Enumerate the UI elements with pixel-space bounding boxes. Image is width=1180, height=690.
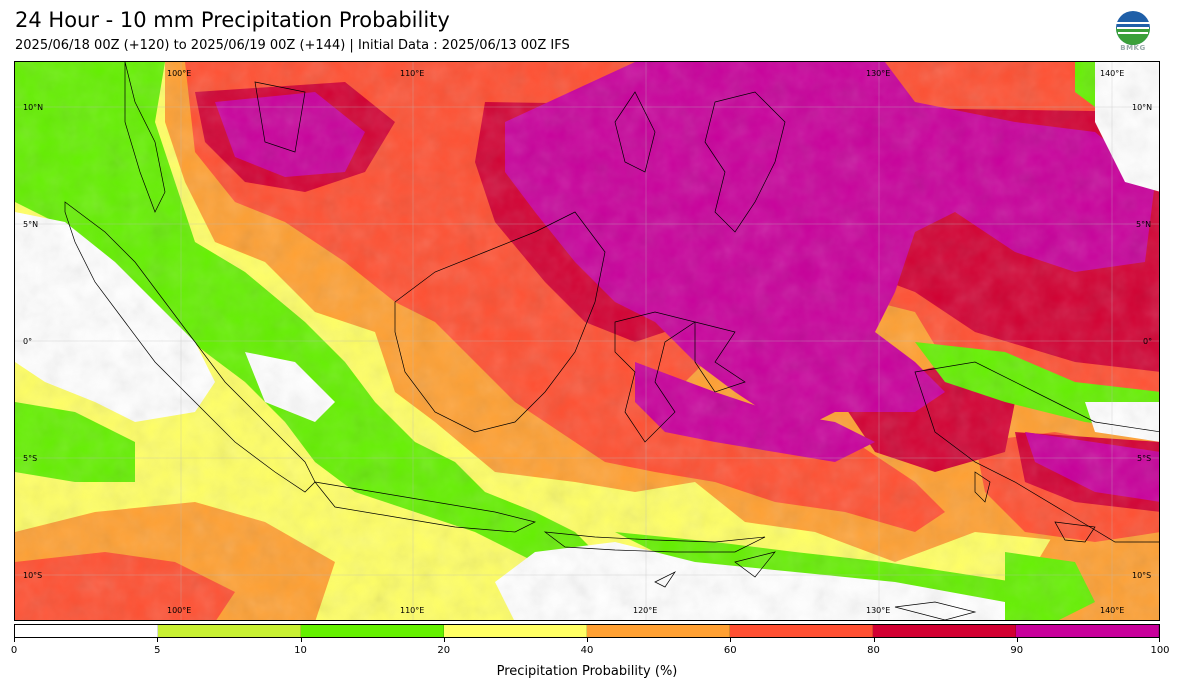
lon-label-top-140e: 140°E <box>1100 69 1125 78</box>
colorbar-tick <box>730 638 732 642</box>
graticule <box>15 62 1159 620</box>
colorbar-segment <box>444 625 587 637</box>
colorbar-tick <box>300 638 302 642</box>
lat-label-left-10s: 10°S <box>23 571 43 580</box>
lon-label-bottom-120e: 120°E <box>633 606 658 615</box>
colorbar-tick-label: 20 <box>437 645 451 656</box>
logo-text: BMKG <box>1120 44 1146 52</box>
colorbar <box>14 624 1160 638</box>
coastlines <box>64 62 1159 620</box>
lat-label-left-5s: 5°S <box>23 454 38 463</box>
map-title: 24 Hour - 10 mm Precipitation Probabilit… <box>15 8 450 32</box>
lat-label-left-5n: 5°N <box>23 220 39 229</box>
colorbar-tick <box>587 638 588 642</box>
lat-label-left-0: 0° <box>23 337 33 346</box>
lat-label-right-10s: 10°S <box>1132 571 1152 580</box>
colorbar-segment <box>15 625 158 637</box>
probability-field <box>15 62 1159 620</box>
lat-label-right-0: 0° <box>1143 337 1153 346</box>
colorbar-tick-label: 60 <box>723 645 737 656</box>
colorbar-tick-label: 5 <box>154 645 161 656</box>
bmkg-logo <box>1116 11 1150 45</box>
lon-label-bottom-100e: 100°E <box>167 606 192 615</box>
colorbar-tick <box>157 638 159 642</box>
colorbar-tick-label: 40 <box>580 645 594 656</box>
colorbar-segment <box>587 625 730 637</box>
colorbar-tick-label: 90 <box>1010 645 1024 656</box>
colorbar-tick <box>1016 638 1018 642</box>
colorbar-tick-label: 0 <box>10 645 18 656</box>
colorbar-title-text: Precipitation Probability (%) <box>496 664 678 679</box>
colorbar-segment <box>873 625 1016 637</box>
precipitation-map: 100°E 110°E 130°E 140°E 100°E 110°E 120°… <box>14 61 1160 621</box>
lon-label-bottom-130e: 130°E <box>866 606 891 615</box>
lon-label-top-100e: 100°E <box>167 69 192 78</box>
lon-label-bottom-110e: 110°E <box>400 606 425 615</box>
colorbar-tick-label: 80 <box>867 645 880 656</box>
colorbar-segment <box>730 625 873 637</box>
colorbar-segment <box>158 625 301 637</box>
colorbar-tick <box>443 638 445 642</box>
lat-label-right-10n: 10°N <box>1132 103 1153 112</box>
lat-label-right-5n: 5°N <box>1136 220 1152 229</box>
lon-label-top-110e: 110°E <box>400 69 425 78</box>
colorbar-title: Precipitation Probability (%) <box>0 664 1180 680</box>
colorbar-segment <box>301 625 444 637</box>
lat-label-right-5s: 5°S <box>1137 454 1152 463</box>
colorbar-tick <box>1159 638 1160 642</box>
colorbar-tick <box>14 638 15 642</box>
lat-label-left-10n: 10°N <box>23 103 44 112</box>
lon-label-top-130e: 130°E <box>866 69 891 78</box>
colorbar-tick <box>873 638 875 642</box>
map-subtitle: 2025/06/18 00Z (+120) to 2025/06/19 00Z … <box>15 38 570 53</box>
lon-label-bottom-140e: 140°E <box>1100 606 1125 615</box>
colorbar-tick-label: 10 <box>294 645 307 656</box>
colorbar-tick-label: 100 <box>1150 645 1170 656</box>
colorbar-segment <box>1016 625 1159 637</box>
